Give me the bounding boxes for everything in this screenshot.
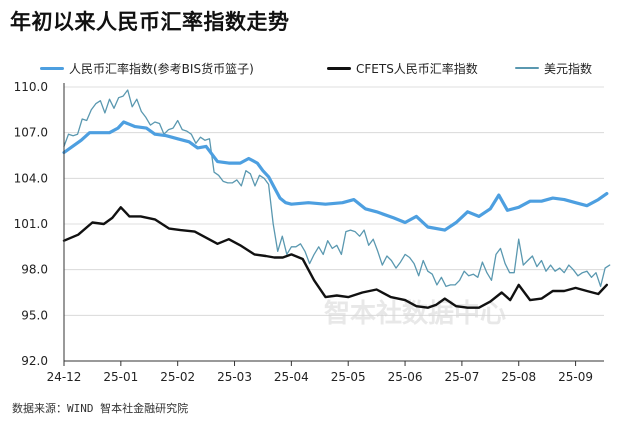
y-tick-label: 95.0 [21,308,48,322]
x-tick-label: 25-04 [274,370,309,384]
legend-swatch-bis [40,66,64,70]
y-tick-label: 101.0 [14,217,48,231]
x-tick-label: 25-05 [331,370,366,384]
series-line-usd [63,89,611,288]
legend-item-usd: 美元指数 [515,60,592,76]
x-tick-label: 25-01 [103,370,138,384]
x-tick-label: 24-12 [47,370,82,384]
x-tick-label: 25-03 [217,370,252,384]
legend-label-usd: 美元指数 [544,61,593,76]
legend-swatch-cfets [327,66,351,70]
legend-item-bis: 人民币汇率指数(参考BIS货币篮子) [40,60,254,76]
y-tick-label: 92.0 [21,354,48,368]
x-tick-label: 25-07 [444,370,479,384]
x-tick-label: 25-06 [388,370,423,384]
x-tick-label: 25-08 [501,370,536,384]
legend-label-bis: 人民币汇率指数(参考BIS货币篮子) [69,61,254,76]
y-tick-label: 107.0 [14,126,48,140]
x-tick-label: 25-02 [160,370,195,384]
source-note: 数据来源：WIND 智本社金融研究院 [12,402,189,415]
y-tick-label: 110.0 [14,80,48,94]
series-line-bis [62,120,609,232]
chart-title: 年初以来人民币汇率指数走势 [10,10,290,34]
watermark: 智本社数据中心 [324,298,506,329]
series-line-cfets [62,206,608,309]
y-tick-label: 98.0 [21,263,48,277]
legend-label-cfets: CFETS人民币汇率指数 [356,61,478,76]
legend-swatch-usd [515,67,539,69]
x-tick-label: 25-09 [558,370,593,384]
y-tick-label: 104.0 [14,171,48,185]
legend-item-cfets: CFETS人民币汇率指数 [327,60,478,76]
